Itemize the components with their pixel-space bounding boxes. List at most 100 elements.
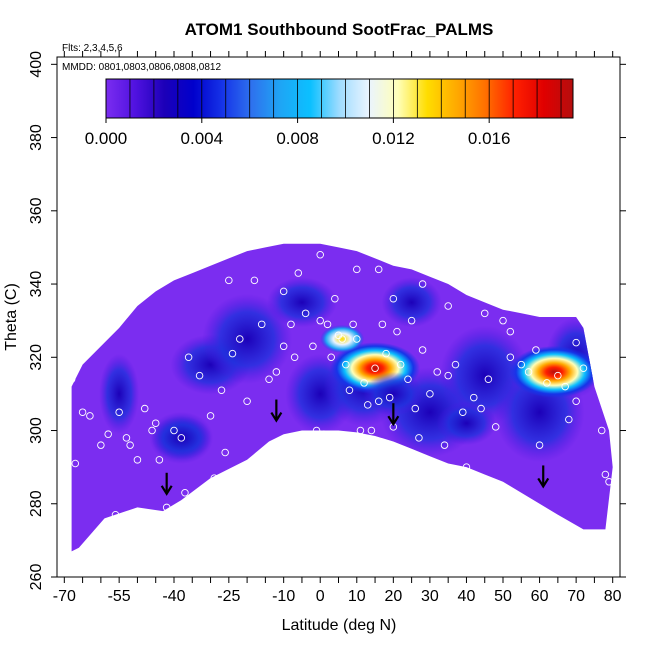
sample-point [184, 353, 193, 362]
arrow-head [270, 411, 283, 423]
sample-point [133, 456, 142, 464]
sample-point [393, 327, 401, 336]
y-tick-label: 300 [28, 417, 45, 444]
sample-point [506, 353, 515, 362]
field-blue-patch [381, 277, 442, 328]
sample-point [382, 349, 390, 358]
sample-point [451, 360, 460, 369]
sample-point [67, 375, 76, 384]
sample-point [104, 430, 112, 438]
y-axis-label: Theta (C) [3, 283, 20, 351]
sample-point [323, 320, 332, 329]
sample-point [126, 441, 134, 449]
x-tick-label: 60 [531, 588, 549, 605]
sample-point [316, 316, 324, 325]
sample-point [122, 434, 131, 442]
sample-point [371, 364, 379, 373]
sample-point [459, 408, 467, 416]
sample-point [353, 265, 361, 274]
sample-point [374, 265, 383, 274]
sample-point [309, 342, 317, 351]
sample-point [480, 309, 489, 318]
sample-point [181, 489, 189, 497]
sample-point [572, 397, 580, 405]
sample-point [210, 474, 218, 482]
y-tick-label: 260 [28, 564, 45, 591]
chart-title: ATOM1 Southbound SootFrac_PALMS [185, 20, 494, 39]
sample-point [360, 379, 368, 387]
colorbar-tick-label: 0.004 [181, 129, 224, 148]
sample-point [605, 478, 613, 486]
colorbar-tick-label: 0.012 [372, 129, 415, 148]
sample-point [561, 382, 569, 391]
sample-point [170, 426, 178, 435]
field-blue-patch [151, 415, 212, 460]
field-blue-patch [202, 293, 293, 384]
sample-point [111, 510, 120, 519]
sample-point [115, 408, 123, 416]
x-tick-label: 0 [316, 588, 325, 605]
sample-point [565, 415, 573, 424]
x-tick-label: 10 [348, 588, 366, 605]
field-blue-patch [99, 353, 140, 434]
sample-point [287, 320, 295, 329]
arrow-head [537, 477, 550, 489]
dates-subtitle: MMDD: 0801,0803,0806,0808,0812 [62, 62, 221, 73]
sample-point [444, 371, 452, 380]
field-blue-patch [436, 401, 497, 446]
sample-point [411, 404, 420, 413]
sample-point [342, 360, 350, 369]
sample-point [499, 316, 507, 325]
sample-point [374, 397, 383, 405]
sample-point [206, 412, 215, 420]
sample-point [572, 338, 580, 347]
arrow-head [387, 415, 400, 427]
x-tick-label: -25 [217, 588, 240, 605]
x-tick-label: 50 [494, 588, 512, 605]
sample-point [462, 463, 471, 471]
sample-point [217, 386, 226, 394]
y-tick-label: 400 [28, 51, 45, 78]
colorbar: 0.000 0.004 0.008 0.012 0.016 [85, 78, 574, 148]
sample-point [279, 287, 288, 296]
sample-point [272, 368, 281, 376]
x-axis-label: Latitude (deg N) [282, 617, 397, 634]
field-background [71, 243, 613, 552]
sample-point [440, 441, 449, 449]
sample-point [579, 364, 588, 373]
sample-point [243, 397, 251, 405]
sample-point [517, 360, 526, 369]
sample-point [433, 368, 441, 376]
sample-point [151, 419, 160, 427]
sample-point [228, 349, 237, 358]
sample-point [257, 320, 266, 329]
x-tick-label: 80 [604, 588, 622, 605]
sample-point [590, 353, 599, 362]
soot-field [71, 243, 613, 552]
sample-point [349, 320, 357, 329]
sample-point [155, 456, 164, 464]
sample-point [294, 269, 303, 277]
sample-point [140, 404, 149, 413]
x-tick-label: -10 [272, 588, 295, 605]
sample-point [426, 390, 434, 398]
colorbar-tick-label: 0.000 [85, 129, 128, 148]
sample-point [404, 375, 412, 384]
sample-point [535, 441, 544, 449]
field-hotspot [509, 345, 600, 398]
sample-point [506, 327, 515, 336]
sample-point [78, 408, 87, 416]
sample-point [597, 426, 606, 435]
sample-point [389, 294, 398, 303]
sample-point [477, 404, 485, 413]
sample-point [396, 360, 405, 369]
sample-point [524, 368, 533, 376]
y-tick-label: 340 [28, 271, 45, 298]
flight-arrows [160, 399, 550, 496]
sample-point [543, 379, 551, 387]
x-tick-label: 70 [567, 588, 585, 605]
sample-point [378, 320, 387, 329]
sample-point [265, 375, 273, 384]
sample-point [415, 434, 423, 442]
